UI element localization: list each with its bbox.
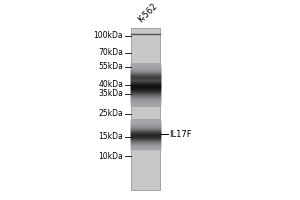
Text: 55kDa: 55kDa <box>98 62 123 71</box>
Text: 25kDa: 25kDa <box>98 109 123 118</box>
Text: 100kDa: 100kDa <box>94 31 123 40</box>
Text: K-562: K-562 <box>136 2 160 25</box>
Text: 35kDa: 35kDa <box>98 89 123 98</box>
Text: 10kDa: 10kDa <box>98 152 123 161</box>
Text: 40kDa: 40kDa <box>98 80 123 89</box>
Bar <box>130 28 160 190</box>
Text: 70kDa: 70kDa <box>98 48 123 57</box>
Text: IL17F: IL17F <box>169 130 192 139</box>
Text: 15kDa: 15kDa <box>98 132 123 141</box>
